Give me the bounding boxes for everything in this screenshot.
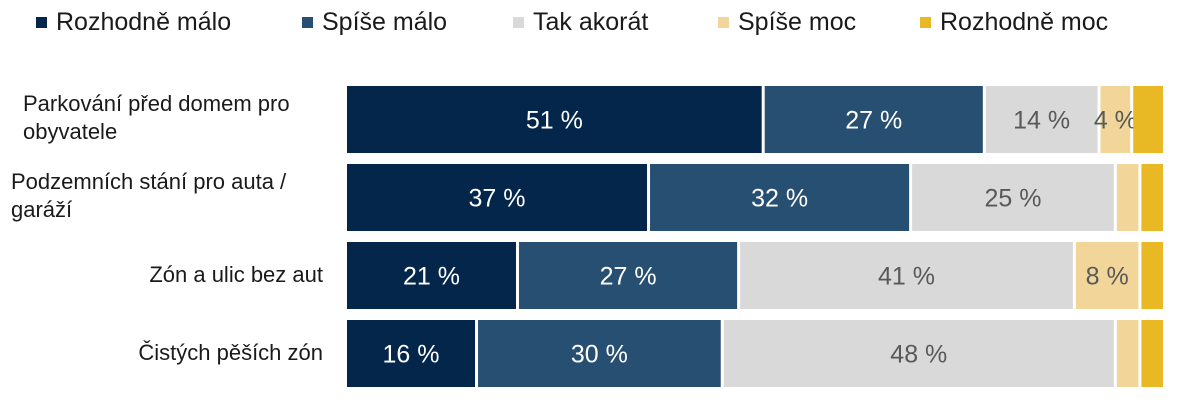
- legend-swatch: [513, 16, 524, 28]
- bar-segment: [912, 164, 1114, 231]
- data-label: 51 %: [526, 107, 583, 135]
- legend-swatch: [302, 16, 313, 28]
- data-label: 21 %: [403, 263, 460, 291]
- data-label: 41 %: [878, 263, 935, 291]
- bar-segment: [1116, 164, 1139, 231]
- bar-segment: [650, 164, 910, 231]
- legend-swatch: [36, 16, 47, 28]
- bar-segment: [518, 242, 738, 309]
- legend-label: Rozhodně moc: [940, 7, 1109, 36]
- bar-segment: [1100, 86, 1131, 153]
- data-label: 8 %: [1086, 263, 1129, 291]
- legend-item: Spíše moc: [718, 7, 856, 37]
- bar-segment: [1141, 320, 1163, 387]
- bar-segment: [347, 86, 762, 153]
- row-label: Čistých pěších zón: [138, 340, 323, 365]
- bar-segment: [1133, 86, 1163, 153]
- bar-segment: [1075, 242, 1139, 309]
- bar-segment: [347, 320, 476, 387]
- legend-swatch: [718, 16, 729, 28]
- data-label: 30 %: [571, 341, 628, 369]
- bar-segment: [740, 242, 1073, 309]
- legend-label: Rozhodně málo: [56, 7, 232, 36]
- data-label: 14 %: [1013, 107, 1070, 135]
- bar-segment: [985, 86, 1098, 153]
- data-label: 27 %: [600, 263, 657, 291]
- data-label: 4 %: [1094, 107, 1137, 135]
- legend-item: Spíše málo: [302, 7, 447, 37]
- data-label: 16 %: [383, 341, 440, 369]
- bar-segment: [764, 86, 983, 153]
- bar-segment: [347, 242, 516, 309]
- legend-label: Tak akorát: [533, 7, 649, 36]
- bar-segment: [1141, 164, 1163, 231]
- bar-segment: [723, 320, 1114, 387]
- legend-label: Spíše málo: [322, 7, 448, 36]
- data-label: 25 %: [984, 185, 1041, 213]
- bar-segment: [347, 164, 648, 231]
- row-label: Parkování před domem pro obyvatele: [23, 91, 290, 144]
- data-label: 32 %: [751, 185, 808, 213]
- legend-item: Rozhodně moc: [920, 7, 1108, 37]
- legend: Rozhodně málo Spíše málo Tak akorát Spíše m…: [0, 0, 1180, 44]
- legend-swatch: [920, 16, 931, 28]
- legend-item: Tak akorát: [513, 7, 648, 37]
- row-label: Podzemních stání pro auta / garáží: [11, 169, 287, 222]
- data-label: 27 %: [845, 107, 902, 135]
- data-label: 48 %: [890, 341, 947, 369]
- legend-label: Spíše moc: [738, 7, 857, 36]
- row-label: Zón a ulic bez aut: [149, 262, 323, 287]
- data-label: 37 %: [469, 185, 526, 213]
- bar-segment: [1141, 242, 1163, 309]
- bar-segment: [1116, 320, 1139, 387]
- legend-item: Rozhodně málo: [36, 7, 231, 37]
- bar-segment: [478, 320, 721, 387]
